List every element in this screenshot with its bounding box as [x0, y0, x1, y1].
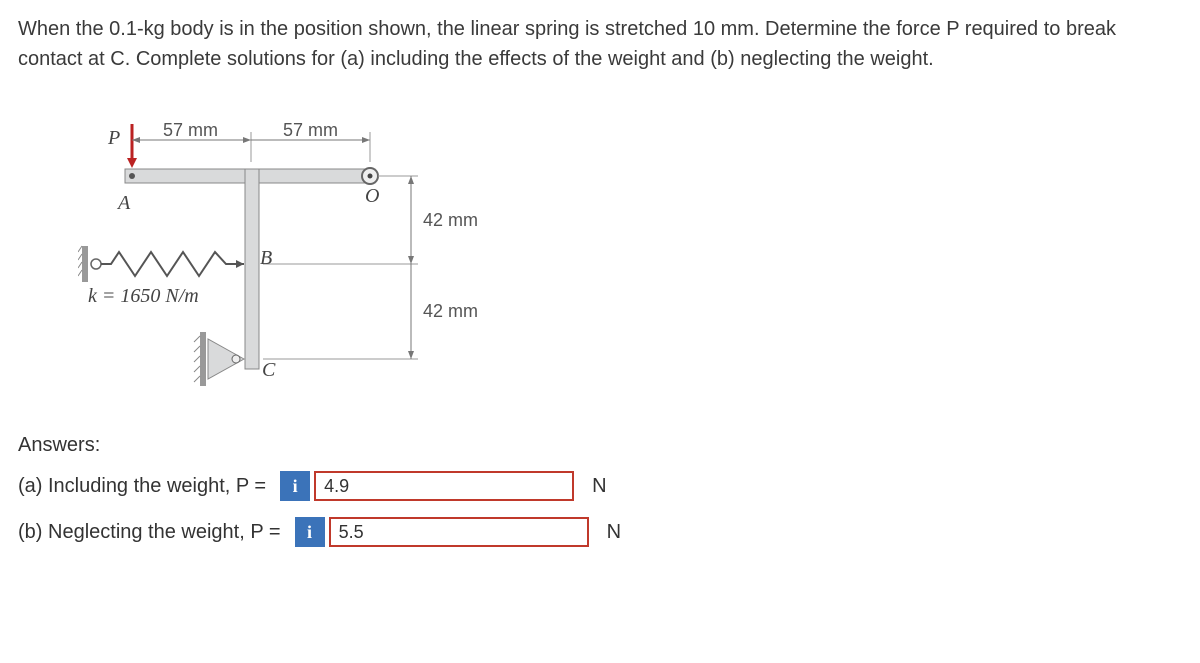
answer-b-unit: N	[607, 521, 621, 544]
answer-a-label: (a) Including the weight, P =	[18, 475, 266, 498]
answer-a-input[interactable]	[314, 471, 574, 501]
answer-row-a: (a) Including the weight, P = i N	[18, 471, 1182, 501]
label-B: B	[260, 247, 272, 269]
dim-42-upper: 42 mm	[423, 210, 478, 230]
label-A: A	[116, 192, 131, 214]
spring-constant: k = 1650 N/m	[88, 285, 199, 307]
label-P: P	[107, 127, 120, 149]
dim-42-lower: 42 mm	[423, 301, 478, 321]
info-icon[interactable]: i	[295, 517, 325, 547]
answer-b-label: (b) Neglecting the weight, P =	[18, 521, 281, 544]
info-icon[interactable]: i	[280, 471, 310, 501]
label-C: C	[262, 359, 276, 381]
figure: A O P 57 mm 57 mm 42 mm 42 mm	[78, 114, 528, 394]
problem-statement: When the 0.1-kg body is in the position …	[18, 14, 1182, 74]
label-O: O	[365, 185, 379, 207]
answer-b-input[interactable]	[329, 517, 589, 547]
dim-57-left: 57 mm	[163, 120, 218, 140]
dim-57-right: 57 mm	[283, 120, 338, 140]
answer-a-unit: N	[592, 475, 606, 498]
answers-heading: Answers:	[18, 434, 1182, 457]
answer-row-b: (b) Neglecting the weight, P = i N	[18, 517, 1182, 547]
